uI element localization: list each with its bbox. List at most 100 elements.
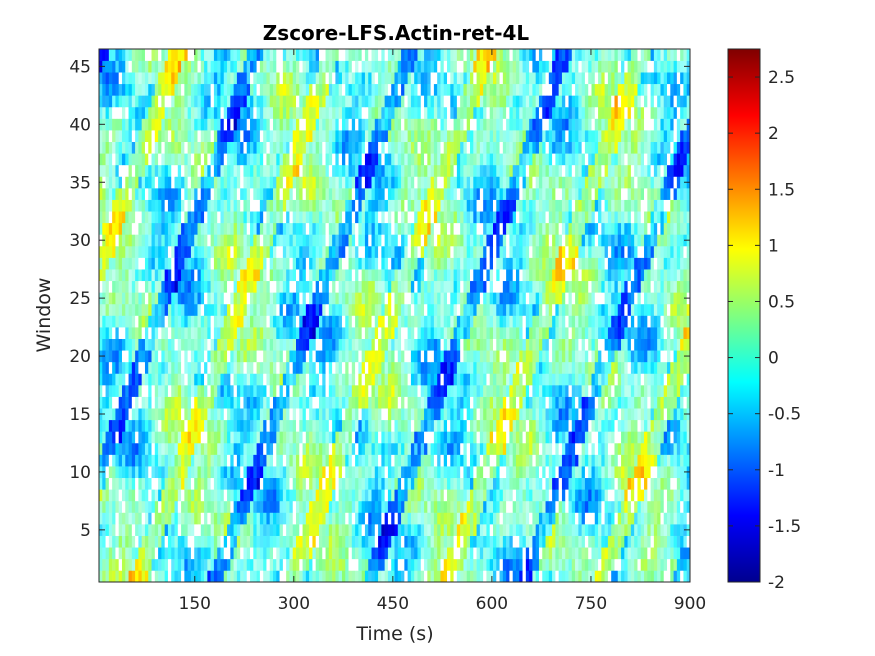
heatmap-cell (443, 512, 448, 525)
heatmap-cell (197, 396, 202, 409)
heatmap-cell (194, 535, 198, 548)
heatmap-cell (414, 431, 418, 444)
heatmap-cell (121, 350, 126, 363)
heatmap-cell (279, 442, 284, 455)
heatmap-cell (614, 489, 619, 502)
heatmap-cell (575, 350, 579, 363)
heatmap-cell (670, 303, 674, 316)
heatmap-cell (420, 477, 425, 490)
heatmap-cell (118, 477, 123, 490)
heatmap-cell (318, 419, 323, 432)
heatmap-cell (594, 408, 599, 421)
heatmap-cell (407, 512, 412, 525)
heatmap-cell (227, 570, 231, 583)
heatmap-cell (460, 303, 464, 316)
heatmap-cell (588, 500, 592, 513)
heatmap-cell (414, 408, 418, 421)
heatmap-cell (256, 396, 261, 409)
heatmap-cell (364, 466, 369, 479)
heatmap-cell (578, 419, 582, 432)
heatmap-cell (368, 512, 372, 525)
heatmap-cell (138, 431, 142, 444)
heatmap-cell (374, 524, 379, 536)
heatmap-cell (305, 500, 310, 513)
heatmap-cell (371, 477, 376, 490)
heatmap-cell (236, 466, 241, 479)
heatmap-cell (433, 350, 438, 363)
heatmap-cell (676, 396, 681, 409)
heatmap-cell (637, 524, 642, 536)
heatmap-cell (561, 408, 566, 421)
heatmap-cell (414, 338, 418, 351)
heatmap-cell (611, 292, 615, 305)
heatmap-cell (361, 408, 366, 421)
heatmap-cell (259, 280, 264, 293)
heatmap-cell (227, 257, 231, 270)
heatmap-cell (440, 489, 445, 502)
heatmap-cell (256, 292, 261, 305)
heatmap-cell (115, 489, 119, 502)
heatmap-cell (171, 315, 175, 328)
heatmap-cell (355, 547, 359, 560)
heatmap-cell (427, 466, 431, 479)
heatmap-cell (105, 408, 110, 421)
heatmap-cell (447, 500, 451, 513)
heatmap-cell (617, 315, 622, 328)
heatmap-cell (476, 385, 481, 397)
heatmap-cell (200, 558, 205, 571)
heatmap-cell (676, 558, 681, 571)
heatmap-cell (627, 512, 632, 525)
heatmap-cell (470, 524, 474, 536)
heatmap-cell (529, 512, 533, 525)
heatmap-cell (361, 535, 366, 548)
heatmap-cell (358, 419, 362, 432)
heatmap-cell (322, 500, 326, 513)
heatmap-cell (493, 396, 497, 409)
heatmap-cell (548, 338, 553, 351)
heatmap-cell (493, 350, 497, 363)
heatmap-cell (184, 547, 188, 560)
heatmap-cell (322, 327, 326, 339)
heatmap-cell (430, 408, 435, 421)
heatmap-cell (486, 385, 491, 397)
heatmap-cell (220, 454, 225, 467)
heatmap-cell (502, 512, 507, 525)
heatmap-cell (240, 373, 244, 386)
heatmap-cell (141, 419, 146, 432)
heatmap-cell (502, 269, 507, 282)
heatmap-cell (624, 512, 628, 525)
heatmap-cell (217, 315, 221, 328)
heatmap-cell (670, 466, 674, 479)
heatmap-cell (424, 396, 428, 409)
heatmap-cell (289, 338, 294, 351)
heatmap-cell (476, 280, 481, 293)
heatmap-cell (289, 396, 294, 409)
heatmap-cell (601, 489, 605, 502)
heatmap-cell (233, 350, 238, 363)
heatmap-cell (276, 477, 280, 490)
heatmap-cell (312, 280, 316, 293)
heatmap-cell (174, 303, 179, 316)
heatmap-cell (167, 547, 172, 560)
heatmap-cell (486, 431, 491, 444)
heatmap-cell (548, 489, 553, 502)
heatmap-cell (463, 396, 468, 409)
heatmap-cell (443, 361, 448, 374)
heatmap-cell (545, 431, 550, 444)
heatmap-cell (368, 385, 372, 397)
heatmap-cell (210, 442, 215, 455)
heatmap-cell (575, 338, 579, 351)
heatmap-cell (522, 466, 527, 479)
heatmap-cell (420, 512, 425, 525)
heatmap-cell (128, 303, 133, 316)
heatmap-cell (250, 361, 254, 374)
heatmap-cell (230, 327, 234, 339)
heatmap-cell (161, 408, 165, 421)
heatmap-cell (364, 303, 369, 316)
heatmap-cell (355, 350, 359, 363)
heatmap-cell (519, 396, 523, 409)
heatmap-cell (529, 547, 533, 560)
heatmap-cell (407, 442, 412, 455)
heatmap-cell (338, 524, 343, 536)
heatmap-cell (634, 454, 638, 467)
